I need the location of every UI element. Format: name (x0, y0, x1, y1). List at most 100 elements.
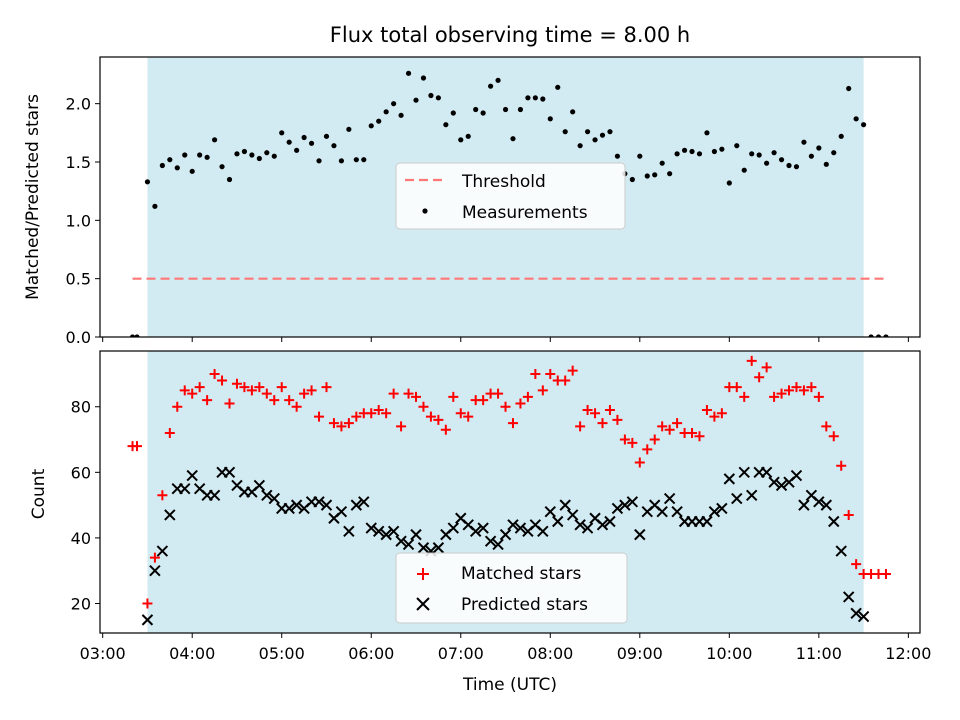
bottom-panel: 20 40 60 80 03:00 04:00 05:00 06:00 07:00 08:00 09… (71, 350, 931, 663)
predicted-star-point (343, 525, 355, 538)
predicted-star-point (469, 525, 482, 538)
predicted-star-point (499, 528, 512, 541)
measurement-point (517, 106, 524, 113)
measurement-point (323, 133, 330, 139)
predicted-star-point (604, 515, 616, 528)
predicted-star-point (507, 519, 519, 531)
predicted-star-point (708, 505, 721, 518)
top-y-axis-label: Matched/Predicted stars (23, 94, 43, 300)
predicted-star-point (671, 505, 683, 518)
predicted-star-point (768, 476, 780, 488)
predicted-star-point (141, 614, 154, 626)
measurement-point (704, 130, 710, 136)
legend-measurements-label: Measurements (462, 203, 588, 223)
matched-star-point (597, 418, 608, 429)
x-tick-label: 08:00 (527, 644, 573, 663)
predicted-star-point (156, 545, 169, 557)
x-tick-label: 04:00 (169, 644, 215, 663)
measurement-point (346, 126, 352, 132)
matched-star-point (224, 398, 235, 409)
predicted-star-point (634, 528, 646, 541)
measurement-point (301, 134, 307, 141)
x-tick-label: 10:00 (706, 644, 752, 663)
predicted-star-point (290, 499, 303, 511)
measurement-point (182, 152, 188, 158)
measurement-point (271, 153, 277, 159)
matched-star-point (202, 395, 213, 406)
predicted-star-point (723, 473, 736, 485)
predicted-star-point (798, 499, 810, 511)
panel2-plot-area (127, 355, 891, 626)
matched-star-point (314, 411, 325, 422)
predicted-star-point (574, 519, 586, 531)
measurement-point (361, 157, 367, 163)
predicted-star-point (268, 492, 280, 505)
y-tick-label: 1.0 (66, 211, 91, 230)
predicted-star-point (477, 522, 489, 534)
measurement-point (629, 176, 635, 183)
matched-star-point (411, 391, 422, 402)
matched-star-point (403, 388, 414, 399)
measurement-point (644, 173, 650, 179)
matched-star-point (351, 411, 362, 422)
measurement-point (853, 116, 859, 122)
measurement-point (801, 139, 807, 145)
matched-star-point (179, 385, 190, 396)
measurement-point (868, 334, 874, 337)
matched-star-point (164, 427, 175, 438)
matched-star-point (396, 421, 407, 432)
predicted-star-point (820, 499, 833, 511)
measurement-point (256, 155, 262, 162)
matched-star-point (642, 444, 653, 455)
predicted-star-point (164, 509, 176, 521)
panel1-plot-area (129, 70, 889, 337)
predicted-star-point (179, 483, 191, 495)
measurement-point (771, 150, 777, 156)
measurement-point (286, 139, 292, 145)
measurement-point (555, 84, 561, 90)
measurement-point (152, 203, 158, 209)
matched-star-point (455, 408, 466, 419)
matched-star-point (530, 368, 541, 379)
measurement-point (331, 143, 337, 149)
matched-star-point (515, 398, 526, 409)
matched-star-point (746, 355, 757, 366)
measurement-point (592, 137, 598, 143)
y-tick-label: 2.0 (66, 95, 91, 114)
matched-star-point (664, 424, 675, 435)
x-tick-label: 11:00 (796, 644, 842, 663)
measurement-point (376, 118, 382, 124)
measurement-point (308, 140, 315, 146)
matched-star-point (328, 418, 339, 429)
matched-star-point (157, 490, 168, 501)
matched-star-point (687, 427, 698, 438)
matched-star-point (619, 434, 630, 445)
matched-star-point (187, 388, 198, 399)
series-matched-stars (127, 355, 891, 609)
predicted-star-point (261, 489, 273, 501)
measurement-point (525, 95, 531, 101)
matched-star-point (545, 368, 556, 379)
panel1-legend: Threshold Measurements (395, 162, 626, 230)
matched-star-point (336, 421, 347, 432)
measurement-point (607, 129, 613, 135)
legend-matched-swatch (417, 568, 429, 580)
matched-star-point (821, 421, 832, 432)
matched-star-point (754, 372, 765, 383)
measurement-point (204, 154, 210, 160)
matched-star-point (649, 434, 660, 445)
matched-star-point (634, 457, 645, 468)
matched-star-point (217, 375, 228, 386)
matched-star-point (291, 401, 302, 412)
matched-star-point (575, 421, 586, 432)
predicted-star-point (656, 505, 668, 518)
measurement-point (383, 109, 389, 115)
measurement-point (838, 133, 844, 139)
legend-box (395, 162, 626, 230)
measurement-point (134, 334, 140, 337)
matched-star-point (880, 568, 891, 579)
matched-star-point (813, 391, 824, 402)
x-tick-label: 05:00 (259, 644, 305, 663)
x-tick-label: 12:00 (885, 644, 931, 663)
matched-star-point (343, 418, 354, 429)
